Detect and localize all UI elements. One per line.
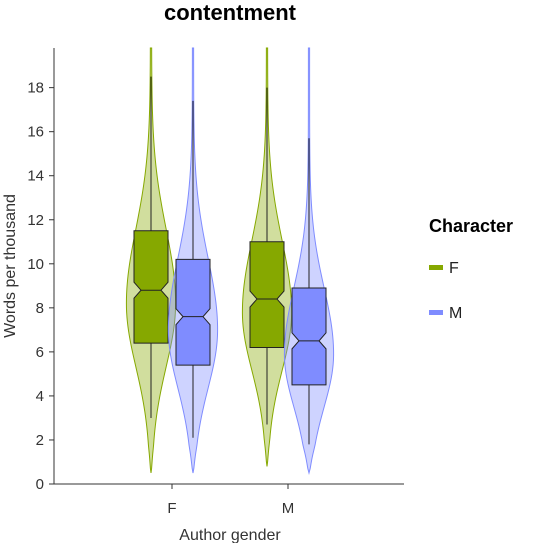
y-tick-label: 10 (27, 256, 44, 273)
y-ticks: 0 2 4 6 8 10 12 14 16 18 (27, 80, 54, 493)
x-tick-label: M (282, 500, 295, 517)
y-tick-label: 14 (27, 168, 44, 185)
x-tick-label: F (167, 500, 176, 517)
chart-title: contentment (164, 0, 297, 25)
legend-label-F: F (449, 260, 459, 277)
box-M-M (291, 287, 327, 386)
violin-group-M-F (167, 47, 219, 474)
legend-swatch-M (429, 310, 443, 315)
y-tick-label: 4 (36, 388, 44, 405)
y-tick-label: 6 (36, 344, 44, 361)
y-tick-label: 12 (27, 212, 44, 229)
y-tick-label: 18 (27, 80, 44, 97)
box-F-M (249, 241, 285, 348)
y-tick-label: 2 (36, 432, 44, 449)
axes (53, 48, 404, 485)
legend-title: Character (429, 216, 513, 236)
plot-area (125, 47, 335, 475)
box-M-F (175, 258, 211, 366)
violin-group-F-F (125, 47, 177, 474)
violin-group-F-M (241, 47, 293, 467)
legend-swatch-F (429, 265, 443, 270)
legend: Character F M (429, 216, 513, 322)
legend-label-M: M (449, 305, 462, 322)
y-tick-label: 16 (27, 124, 44, 141)
y-tick-label: 8 (36, 300, 44, 317)
y-tick-label: 0 (36, 476, 44, 493)
box-F-F (133, 230, 169, 344)
violin-group-M-M (283, 47, 335, 475)
y-axis-label: Words per thousand (2, 194, 19, 338)
x-axis-label: Author gender (179, 527, 281, 543)
